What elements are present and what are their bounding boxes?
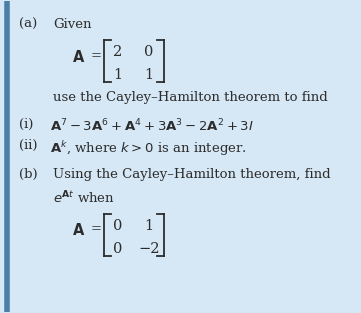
Text: 0: 0 [113, 242, 122, 256]
Text: −2: −2 [138, 242, 160, 256]
Text: $\mathbf{A}^7 - 3\mathbf{A}^6 + \mathbf{A}^4 + 3\mathbf{A}^3 - 2\mathbf{A}^2 + 3: $\mathbf{A}^7 - 3\mathbf{A}^6 + \mathbf{… [50, 118, 254, 134]
Text: =: = [91, 222, 102, 235]
Text: use the Cayley–Hamilton theorem to find: use the Cayley–Hamilton theorem to find [53, 91, 328, 104]
Text: Given: Given [53, 18, 92, 31]
Text: (ii): (ii) [19, 139, 37, 152]
Text: 2: 2 [113, 45, 122, 59]
Text: $\mathbf{A}$: $\mathbf{A}$ [72, 49, 85, 65]
Text: $e^{\mathbf{A}t}$ when: $e^{\mathbf{A}t}$ when [53, 190, 115, 206]
Text: (a): (a) [19, 18, 37, 31]
Text: (i): (i) [19, 118, 33, 131]
Text: 1: 1 [144, 68, 154, 82]
Text: $\mathbf{A}^k$, where $k > 0$ is an integer.: $\mathbf{A}^k$, where $k > 0$ is an inte… [50, 139, 247, 158]
Text: 1: 1 [113, 68, 122, 82]
Text: Using the Cayley–Hamilton theorem, find: Using the Cayley–Hamilton theorem, find [53, 168, 331, 181]
Text: 1: 1 [144, 218, 154, 233]
Text: (b): (b) [19, 168, 37, 181]
Text: 0: 0 [144, 45, 154, 59]
Text: $\mathbf{A}$: $\mathbf{A}$ [72, 222, 85, 238]
Text: 0: 0 [113, 218, 122, 233]
Text: =: = [91, 49, 102, 63]
